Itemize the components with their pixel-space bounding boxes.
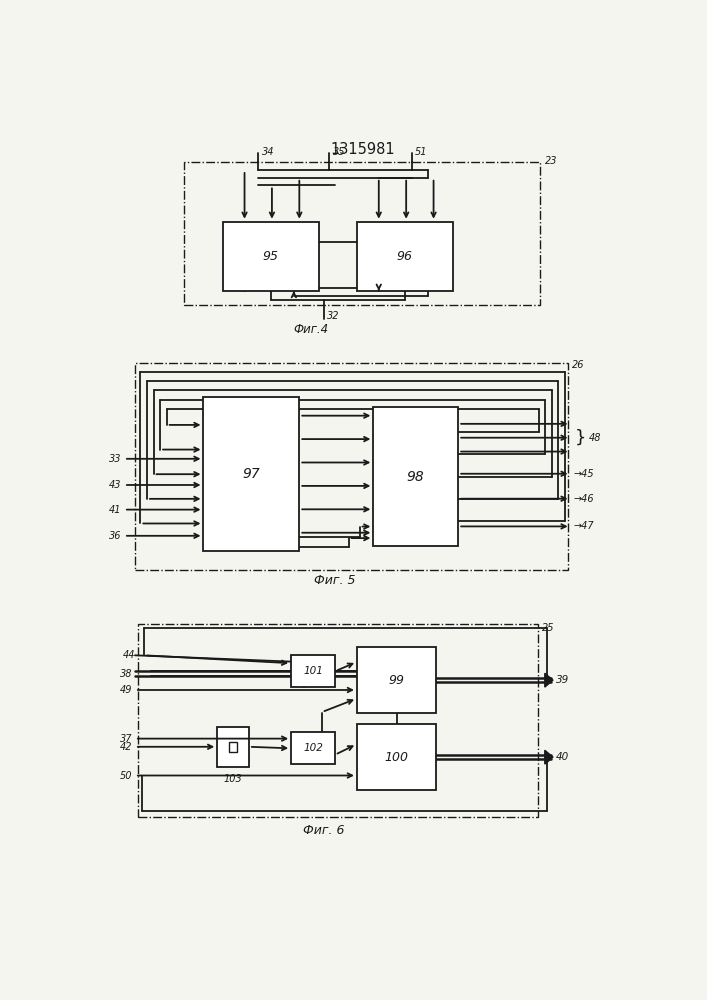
Text: 41: 41 xyxy=(109,505,122,515)
Text: 39: 39 xyxy=(556,675,569,685)
Bar xyxy=(357,647,436,713)
Bar xyxy=(223,222,319,291)
Text: →46: →46 xyxy=(573,494,594,504)
Text: 102: 102 xyxy=(303,743,323,753)
Text: →45: →45 xyxy=(573,469,594,479)
Text: 37: 37 xyxy=(119,734,132,744)
Text: Фиг. 5: Фиг. 5 xyxy=(314,574,356,587)
Bar xyxy=(291,655,335,687)
Text: 36: 36 xyxy=(109,531,122,541)
Bar xyxy=(230,742,237,752)
Text: 98: 98 xyxy=(407,470,425,484)
Text: Фиг.4: Фиг.4 xyxy=(294,323,329,336)
Text: 32: 32 xyxy=(327,311,340,321)
Text: 101: 101 xyxy=(303,666,323,676)
Bar xyxy=(138,624,538,817)
Bar xyxy=(357,222,452,291)
Text: 51: 51 xyxy=(415,147,428,157)
Text: 42: 42 xyxy=(119,742,132,752)
Text: 38: 38 xyxy=(119,669,132,679)
Text: 96: 96 xyxy=(397,250,413,263)
Bar xyxy=(373,407,458,546)
Text: 99: 99 xyxy=(389,674,404,687)
Bar xyxy=(217,727,249,767)
Text: 23: 23 xyxy=(545,156,557,166)
Text: 25: 25 xyxy=(542,623,554,633)
Text: 48: 48 xyxy=(589,433,601,443)
Polygon shape xyxy=(545,673,553,687)
Text: 43: 43 xyxy=(109,480,122,490)
Text: 97: 97 xyxy=(243,467,260,481)
Text: 35: 35 xyxy=(333,147,345,157)
Text: }: } xyxy=(574,429,586,447)
Text: 26: 26 xyxy=(572,360,585,370)
Text: 100: 100 xyxy=(385,751,409,764)
Bar xyxy=(185,162,540,305)
Text: 95: 95 xyxy=(262,250,279,263)
Text: 50: 50 xyxy=(119,771,132,781)
Text: 44: 44 xyxy=(122,650,135,660)
Polygon shape xyxy=(545,750,553,764)
Text: Фиг. 6: Фиг. 6 xyxy=(303,824,345,837)
Bar xyxy=(291,732,335,764)
Bar xyxy=(204,397,299,551)
Bar xyxy=(135,363,568,570)
Text: 1315981: 1315981 xyxy=(330,142,395,157)
Text: 33: 33 xyxy=(109,454,122,464)
Text: 49: 49 xyxy=(119,685,132,695)
Text: 34: 34 xyxy=(262,147,274,157)
Text: 103: 103 xyxy=(223,774,243,784)
Bar xyxy=(357,724,436,790)
Text: 40: 40 xyxy=(556,752,569,762)
Text: →47: →47 xyxy=(573,521,594,531)
